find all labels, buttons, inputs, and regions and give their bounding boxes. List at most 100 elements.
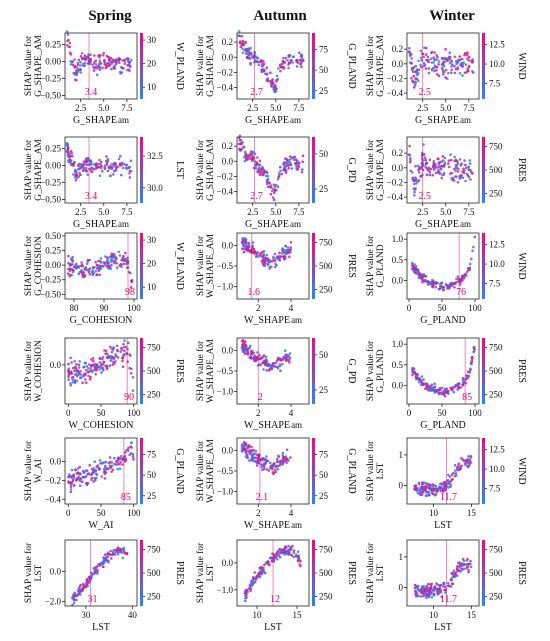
point — [448, 51, 452, 54]
point — [275, 74, 279, 78]
point — [408, 46, 411, 50]
point — [424, 162, 428, 166]
point — [284, 455, 288, 458]
point — [435, 490, 438, 494]
point — [428, 173, 432, 177]
point — [430, 386, 434, 390]
point — [445, 387, 449, 391]
point — [90, 370, 94, 374]
point — [81, 475, 85, 479]
point — [416, 268, 420, 271]
point — [452, 179, 456, 182]
point — [447, 159, 451, 162]
x-axis-label-main: LST — [92, 622, 110, 633]
point — [284, 157, 287, 160]
point — [244, 347, 248, 351]
point — [255, 162, 259, 166]
point — [122, 262, 126, 266]
point — [300, 65, 303, 68]
point — [85, 381, 88, 385]
point — [121, 556, 125, 560]
point — [281, 459, 285, 462]
y-tick-label: 0 — [399, 583, 404, 593]
x-tick-label: 4 — [289, 303, 294, 313]
point — [247, 587, 250, 590]
threshold-label: 2.1 — [256, 492, 269, 503]
point — [430, 61, 434, 64]
y-tick-label: −0.4 — [217, 83, 234, 93]
x-tick-label: 2.5 — [247, 103, 259, 113]
point — [79, 60, 82, 64]
point — [98, 165, 101, 169]
point — [468, 458, 472, 462]
y-tick-label: −1.0 — [217, 282, 234, 292]
point — [126, 256, 129, 260]
point — [260, 356, 264, 360]
point — [458, 55, 462, 58]
point — [81, 582, 85, 586]
point — [285, 448, 289, 452]
point — [267, 561, 271, 564]
point — [81, 273, 84, 277]
point — [435, 65, 439, 69]
point — [265, 455, 268, 458]
point — [422, 481, 426, 484]
y-axis-label-line2: W_SHAPE_AM — [206, 439, 216, 503]
point — [295, 65, 299, 68]
point — [443, 484, 447, 487]
y-tick-label: −0.2 — [217, 67, 233, 77]
point — [270, 556, 273, 560]
point — [413, 371, 416, 374]
x-axis-label: G_SHAPEam — [415, 115, 471, 126]
y-axis-label: SHAP value forG_SHAPE_AM — [195, 35, 216, 97]
point — [74, 179, 78, 182]
y-axis-label-line1: SHAP value for — [365, 35, 376, 96]
point — [67, 371, 70, 374]
x-tick-label: 7.5 — [293, 207, 305, 217]
point — [238, 134, 242, 137]
point — [281, 462, 285, 466]
point — [95, 67, 98, 70]
point — [429, 57, 433, 60]
point — [93, 477, 97, 480]
point — [250, 445, 253, 449]
point — [275, 557, 279, 561]
point — [436, 166, 440, 169]
point — [415, 489, 419, 492]
point — [75, 78, 78, 82]
panels-grid: 3.42.5 5.0 7.50.250.00−0.25−0.50G_SHAPEamS… — [23, 30, 527, 633]
y-tick-label: −0.2 — [387, 177, 403, 187]
point — [86, 472, 89, 476]
point — [244, 150, 247, 154]
point — [94, 469, 98, 473]
point — [258, 575, 262, 579]
x-axis-label-main: G_COHESION — [70, 315, 133, 326]
y-tick-label: −1.0 — [217, 487, 234, 497]
threshold-label: 90 — [124, 392, 134, 403]
x-tick-label: 7.5 — [121, 103, 133, 113]
point — [122, 354, 125, 358]
point — [425, 594, 429, 597]
point — [449, 483, 453, 487]
point — [423, 46, 426, 49]
point — [110, 62, 113, 65]
point — [107, 167, 111, 170]
point — [253, 571, 257, 574]
point — [465, 464, 469, 467]
point — [263, 571, 267, 575]
point — [440, 176, 444, 180]
colorbar-label: PRES — [174, 561, 185, 585]
point — [67, 267, 70, 271]
point — [432, 56, 436, 59]
point — [278, 254, 282, 258]
point — [458, 71, 462, 75]
point — [98, 174, 102, 178]
point — [448, 475, 452, 478]
point — [76, 467, 80, 470]
point — [70, 361, 73, 364]
point — [109, 549, 112, 553]
point — [299, 560, 302, 563]
point — [417, 59, 420, 63]
point — [103, 553, 107, 556]
